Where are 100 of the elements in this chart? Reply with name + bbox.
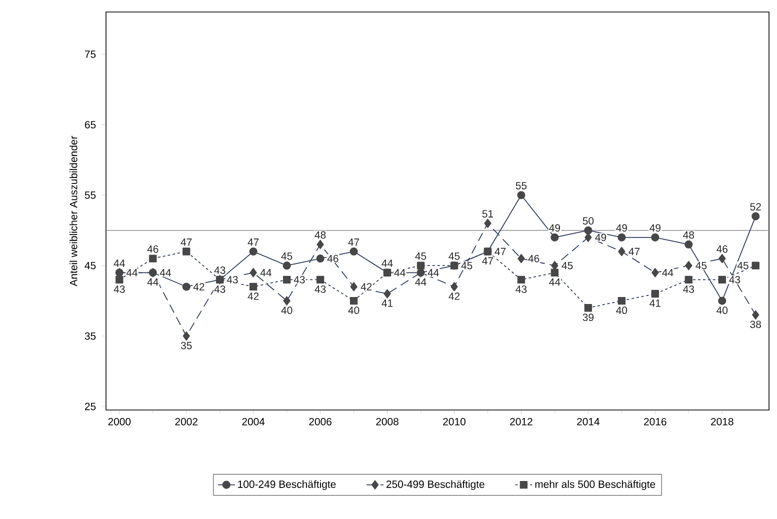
point — [517, 191, 526, 200]
data-label: 44 — [662, 269, 674, 276]
data-label: 47 — [628, 248, 640, 256]
data-label: 45 — [696, 262, 707, 270]
y-tick-label: 55 — [84, 192, 96, 199]
point — [450, 262, 458, 270]
data-label: 46 — [716, 245, 728, 253]
data-label: 42 — [248, 292, 259, 300]
data-label: 39 — [582, 314, 594, 322]
data-label: 41 — [382, 300, 393, 307]
data-label: 43 — [516, 285, 527, 293]
point — [618, 233, 626, 242]
point — [350, 296, 358, 305]
point — [652, 268, 659, 278]
data-label: 44 — [394, 269, 406, 276]
data-label: 43 — [683, 285, 694, 293]
y-tick-label: 65 — [84, 121, 96, 128]
data-label: 40 — [348, 306, 360, 314]
data-label: 45 — [448, 252, 460, 260]
data-label: 45 — [281, 252, 292, 260]
data-label: 47 — [348, 238, 360, 246]
y-tick-label: 25 — [84, 402, 96, 410]
point — [383, 268, 392, 276]
x-tick-label: 2008 — [376, 418, 398, 426]
legend-label: 250-499 Beschäftigte — [386, 480, 484, 490]
data-label: 40 — [716, 306, 728, 314]
point — [249, 247, 258, 256]
point — [550, 268, 559, 276]
data-label: 41 — [650, 300, 660, 307]
data-label: 48 — [683, 231, 694, 239]
data-label: 47 — [494, 248, 506, 256]
data-label: 44 — [114, 260, 125, 267]
data-label: 46 — [147, 245, 158, 253]
data-label: 50 — [582, 217, 594, 225]
point — [684, 240, 693, 248]
data-label: 49 — [595, 234, 606, 242]
data-label: 47 — [482, 257, 494, 264]
data-label: 43 — [214, 266, 226, 274]
x-tick-label: 2006 — [309, 418, 332, 426]
data-label: 44 — [260, 269, 272, 276]
data-label: 49 — [549, 224, 560, 232]
data-label: 42 — [360, 283, 372, 290]
data-label: 47 — [180, 238, 192, 246]
point — [316, 240, 324, 250]
data-label: 42 — [193, 283, 204, 290]
point — [182, 331, 190, 341]
point — [584, 232, 592, 242]
point — [350, 247, 358, 256]
point — [316, 254, 324, 263]
point — [182, 248, 190, 256]
data-label: 44 — [415, 278, 426, 286]
point — [550, 233, 559, 242]
data-label: 47 — [248, 238, 259, 246]
point — [350, 282, 358, 292]
point — [517, 276, 526, 284]
point — [450, 282, 458, 292]
legend-label: mehr als 500 Beschäftigte — [535, 480, 656, 490]
data-label: 43 — [226, 276, 238, 284]
data-label: 42 — [448, 292, 460, 300]
point — [718, 296, 726, 305]
point — [752, 310, 760, 320]
point — [149, 254, 157, 262]
y-tick-label: 35 — [84, 332, 96, 340]
data-label: 46 — [528, 254, 540, 262]
point — [282, 262, 291, 270]
point — [584, 226, 592, 234]
point — [718, 254, 726, 264]
data-label: 35 — [180, 342, 192, 350]
point — [484, 248, 492, 256]
data-label: 44 — [428, 269, 439, 276]
data-label: 43 — [214, 285, 226, 293]
data-label: 40 — [281, 306, 292, 314]
data-label: 44 — [382, 260, 393, 267]
point — [316, 276, 324, 284]
point — [484, 218, 492, 228]
legend-label: 100-249 Beschäftigte — [238, 480, 336, 490]
data-label: 43 — [114, 285, 125, 293]
x-tick-label: 2018 — [711, 418, 734, 426]
point — [618, 246, 626, 256]
point — [250, 268, 257, 278]
point — [584, 304, 592, 312]
point — [752, 212, 760, 220]
data-label: 40 — [616, 306, 628, 314]
data-label: 48 — [314, 231, 326, 239]
x-tick-label: 2002 — [175, 418, 198, 426]
point — [718, 276, 726, 284]
y-tick-label: 75 — [84, 50, 96, 58]
point — [282, 276, 291, 284]
data-label: 51 — [482, 210, 494, 218]
x-tick-label: 2016 — [644, 418, 666, 426]
data-label: 44 — [160, 269, 171, 276]
data-label: 49 — [650, 224, 660, 232]
x-tick-label: 2010 — [443, 418, 466, 426]
data-label: 44 — [126, 269, 138, 276]
data-label: 43 — [294, 276, 305, 284]
point — [384, 289, 391, 298]
point — [518, 254, 525, 264]
point — [551, 260, 558, 270]
point — [618, 296, 626, 305]
point — [684, 276, 692, 284]
